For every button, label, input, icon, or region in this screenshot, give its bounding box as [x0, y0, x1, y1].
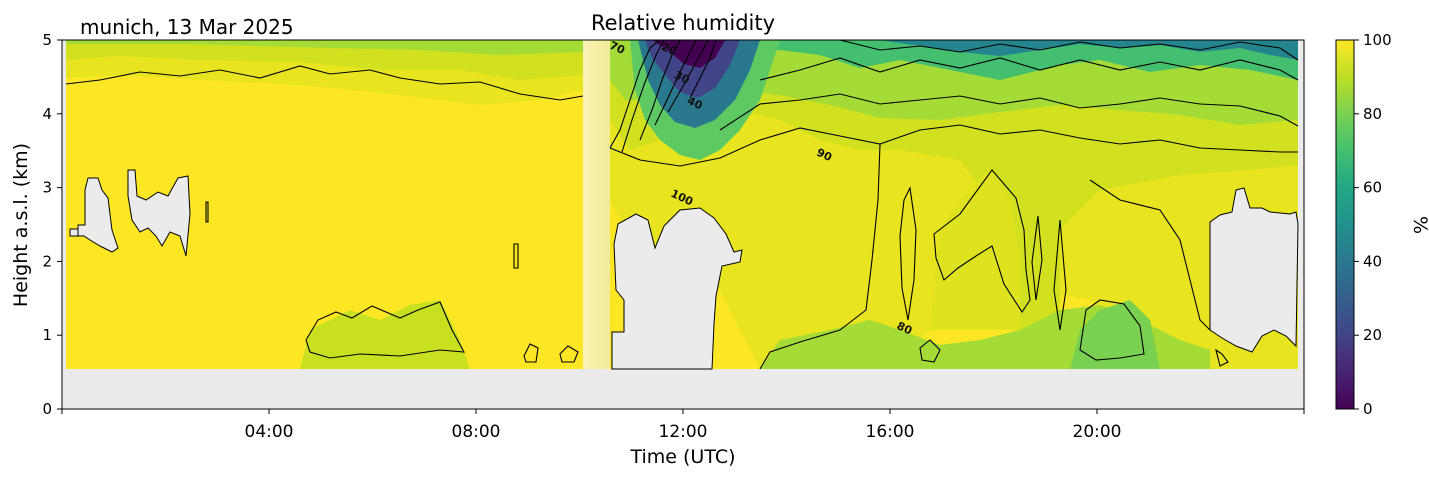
colorbar-tick-label: 0: [1363, 400, 1373, 418]
colorbar-tick-label: 20: [1363, 326, 1382, 344]
y-tick-label: 2: [42, 252, 52, 270]
contour-label: 90: [815, 146, 835, 164]
contour-label: 80: [895, 319, 915, 337]
cloud-mask-1: [69, 177, 119, 253]
contour-label: 40: [685, 94, 705, 112]
cloud-mask-3: [611, 207, 743, 370]
location-date-label: munich, 13 Mar 2025: [80, 15, 294, 39]
x-tick-label: 20:00: [1073, 422, 1122, 442]
contour-label: 30: [672, 68, 692, 86]
x-axis-ticks: 04:00 08:00 12:00 16:00 20:00: [61, 409, 1305, 442]
contour-lines: [65, 40, 1299, 370]
rh-midlevel-ridge: [930, 170, 1020, 330]
y-tick-label: 5: [42, 31, 52, 49]
missing-data-gap: [583, 40, 610, 369]
x-tick-label: 04:00: [245, 422, 294, 442]
x-tick-label: 08:00: [452, 422, 501, 442]
x-tick-label: 12:00: [659, 422, 708, 442]
contour-label: 20: [659, 40, 679, 58]
rh-lowlevel-patch-3: [1070, 300, 1160, 369]
y-axis-label: Height a.s.l. (km): [10, 143, 32, 307]
cloud-mask-2: [127, 169, 191, 257]
x-axis-label: Time (UTC): [629, 446, 735, 468]
y-axis-ticks: 0 1 2 3 4 5: [42, 31, 62, 418]
colorbar-gradient: [1335, 39, 1355, 410]
rh-band-85: [66, 40, 1298, 369]
colorbar-ticks: 0 20 40 60 80 100: [1354, 31, 1392, 418]
y-tick-label: 3: [42, 179, 52, 197]
colorbar: 0 20 40 60 80 100 %: [1335, 31, 1429, 418]
colorbar-tick-label: 40: [1363, 252, 1382, 270]
rh-band-60: [700, 40, 1298, 80]
colorbar-label: %: [1409, 216, 1429, 234]
rh-band-45: [880, 40, 1298, 60]
cloud-mask-4: [1209, 187, 1299, 353]
colorbar-tick-label: 80: [1363, 105, 1382, 123]
chart-title: Relative humidity: [591, 11, 775, 35]
y-tick-label: 0: [42, 400, 52, 418]
colorbar-tick-label: 100: [1363, 31, 1392, 49]
x-tick-label: 16:00: [866, 422, 915, 442]
colorbar-tick-label: 60: [1363, 179, 1382, 197]
y-tick-label: 4: [42, 105, 52, 123]
y-tick-label: 1: [42, 326, 52, 344]
